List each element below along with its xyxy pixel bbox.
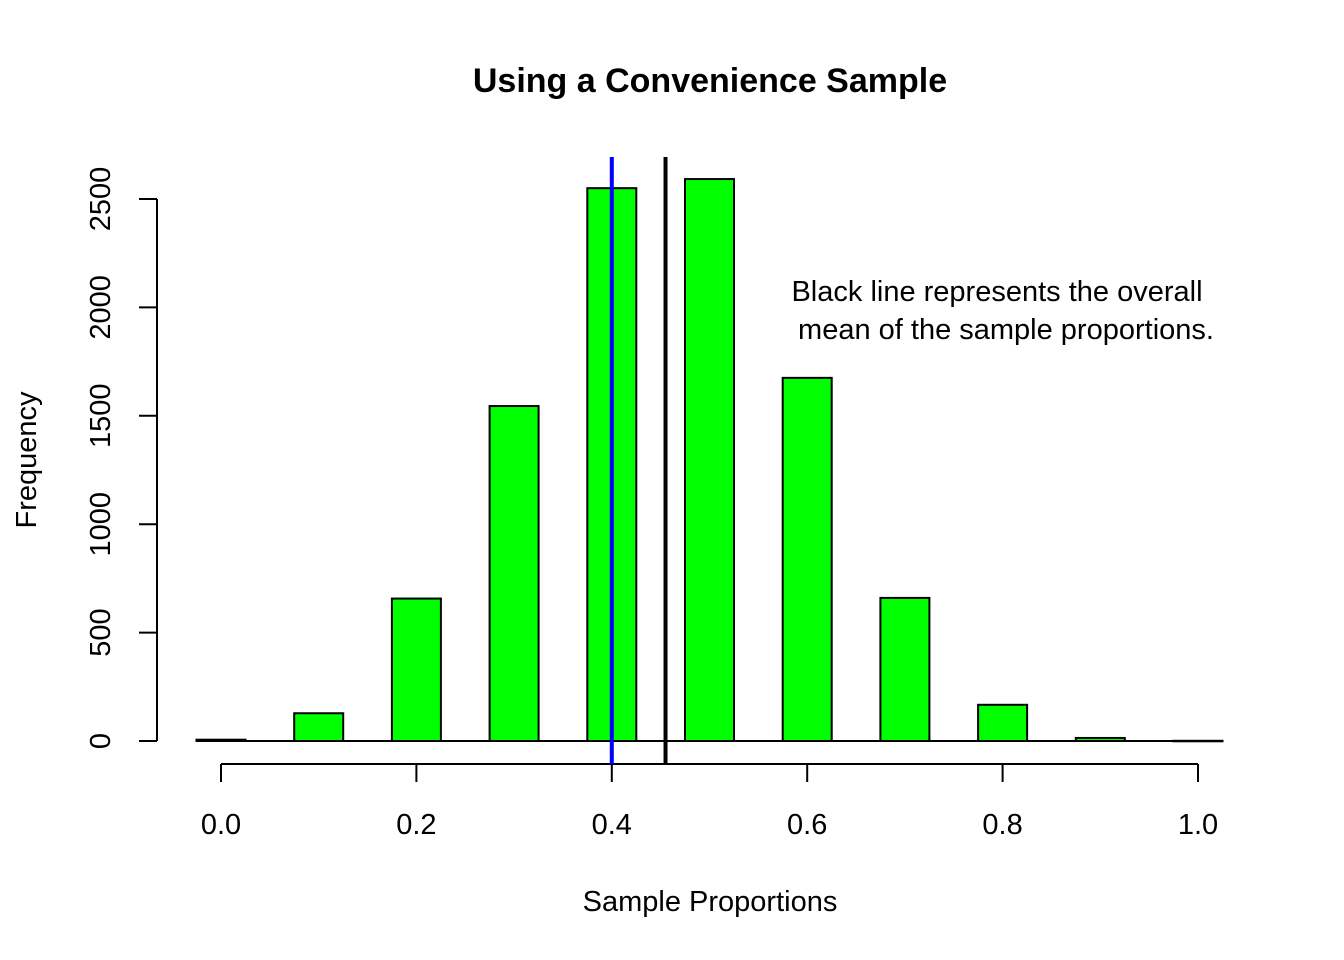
x-tick-label: 0.8 <box>982 809 1022 841</box>
histogram-bar <box>684 178 735 743</box>
annotation-line-1: Black line represents the overall <box>791 276 1202 308</box>
y-axis-label: Frequency <box>11 391 43 529</box>
y-axis: 0 500 1000 1500 2000 2500 <box>85 167 158 749</box>
y-tick-label: 2000 <box>85 275 117 340</box>
y-tick-label: 500 <box>85 608 117 656</box>
x-tick-label: 1.0 <box>1178 809 1218 841</box>
x-tick-label: 0.2 <box>396 809 436 841</box>
histogram-bar <box>488 405 540 742</box>
annotation-line-2: mean of the sample proportions. <box>798 314 1214 346</box>
x-tick-label: 0.0 <box>201 809 241 841</box>
y-tick-label: 1000 <box>85 492 117 557</box>
y-tick-label: 1500 <box>85 384 117 449</box>
x-axis: 0.0 0.2 0.4 0.6 0.8 1.0 <box>201 763 1218 841</box>
histogram-bar <box>879 596 931 742</box>
x-tick-label: 0.4 <box>592 809 632 841</box>
x-axis-label: Sample Proportions <box>583 886 838 918</box>
reference-lines <box>609 157 668 764</box>
histogram-bar <box>977 703 1029 742</box>
y-tick-label: 0 <box>85 733 117 749</box>
bars-group <box>195 178 1224 743</box>
histogram-bar <box>781 376 833 742</box>
chart-title: Using a Convenience Sample <box>473 62 947 100</box>
histogram-bar <box>390 597 442 742</box>
x-tick-label: 0.6 <box>787 809 827 841</box>
histogram-bar <box>293 712 345 742</box>
y-tick-label: 2500 <box>85 167 117 232</box>
